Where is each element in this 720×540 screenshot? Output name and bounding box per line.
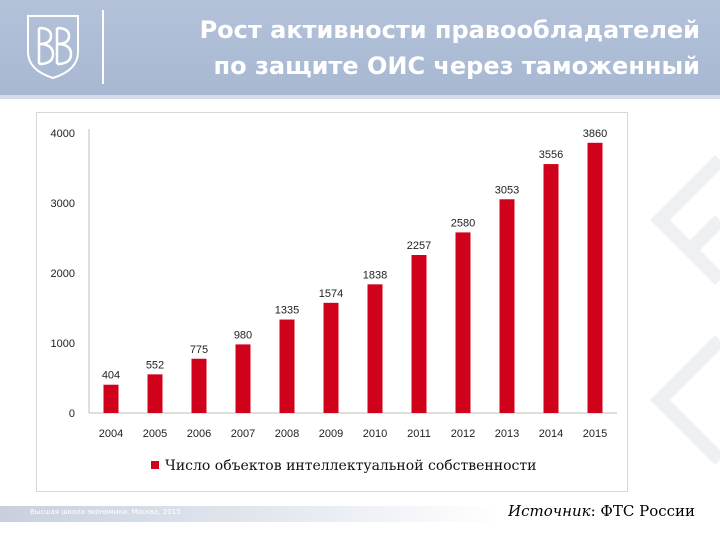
data-label: 3860 bbox=[583, 128, 607, 140]
source-note: Источник: ФТС России bbox=[508, 502, 695, 520]
x-tick-label: 2004 bbox=[99, 428, 123, 440]
data-label: 552 bbox=[146, 359, 164, 371]
x-tick-label: 2009 bbox=[319, 428, 343, 440]
bar bbox=[323, 302, 339, 413]
bar bbox=[235, 344, 251, 413]
decorative-pattern bbox=[650, 155, 720, 465]
y-tick-label: 2000 bbox=[51, 268, 75, 280]
x-tick-label: 2010 bbox=[363, 428, 387, 440]
bar bbox=[147, 374, 163, 413]
x-tick-label: 2007 bbox=[231, 428, 255, 440]
x-tick-label: 2013 bbox=[495, 428, 519, 440]
data-label: 404 bbox=[102, 370, 120, 382]
bar bbox=[543, 164, 559, 413]
bar bbox=[455, 232, 471, 413]
x-tick-label: 2015 bbox=[583, 428, 607, 440]
bar-chart: 0 1000 2000 3000 4000 404 2004 552 2005 775 2006 98… bbox=[51, 128, 617, 474]
x-tick-label: 2012 bbox=[451, 428, 475, 440]
data-label: 1335 bbox=[275, 305, 299, 317]
x-tick-label: 2014 bbox=[539, 428, 563, 440]
source-label: Источник bbox=[508, 502, 591, 520]
university-logo-icon bbox=[27, 15, 79, 80]
y-tick-label: 0 bbox=[69, 408, 75, 420]
legend-swatch bbox=[151, 461, 159, 469]
chart-frame: 0 1000 2000 3000 4000 404 2004 552 2005 775 2006 98… bbox=[36, 112, 628, 492]
x-tick-label: 2006 bbox=[187, 428, 211, 440]
data-label: 2257 bbox=[407, 240, 431, 252]
y-tick-label: 3000 bbox=[51, 198, 75, 210]
data-label: 980 bbox=[234, 329, 252, 341]
slide-header bbox=[0, 0, 720, 95]
slide-title: Рост активности правообладателей по защи… bbox=[199, 16, 700, 96]
data-label: 1574 bbox=[319, 288, 343, 300]
x-tick-label: 2005 bbox=[143, 428, 167, 440]
x-tick-label: 2008 bbox=[275, 428, 299, 440]
source-value: : ФТС России bbox=[590, 502, 696, 520]
bar bbox=[103, 384, 119, 413]
data-label: 1838 bbox=[363, 269, 387, 281]
footer-text: Высшая школа экономики, Москва, 2015 bbox=[30, 508, 181, 516]
bar bbox=[279, 319, 295, 413]
y-tick-label: 4000 bbox=[51, 128, 75, 140]
bar bbox=[191, 358, 207, 413]
bar bbox=[587, 142, 603, 414]
y-tick-label: 1000 bbox=[51, 338, 75, 350]
header-divider bbox=[0, 95, 720, 99]
bar bbox=[499, 199, 515, 413]
data-label: 3053 bbox=[495, 184, 519, 196]
bar bbox=[411, 255, 427, 413]
legend-label: Число объектов интеллектуальной собствен… bbox=[165, 458, 536, 474]
footer-bar bbox=[0, 506, 500, 522]
data-label: 2580 bbox=[451, 217, 475, 229]
bar bbox=[367, 284, 383, 413]
x-tick-label: 2011 bbox=[407, 428, 431, 440]
data-label: 775 bbox=[190, 344, 208, 356]
data-label: 3556 bbox=[539, 149, 563, 161]
header-separator bbox=[102, 10, 104, 84]
